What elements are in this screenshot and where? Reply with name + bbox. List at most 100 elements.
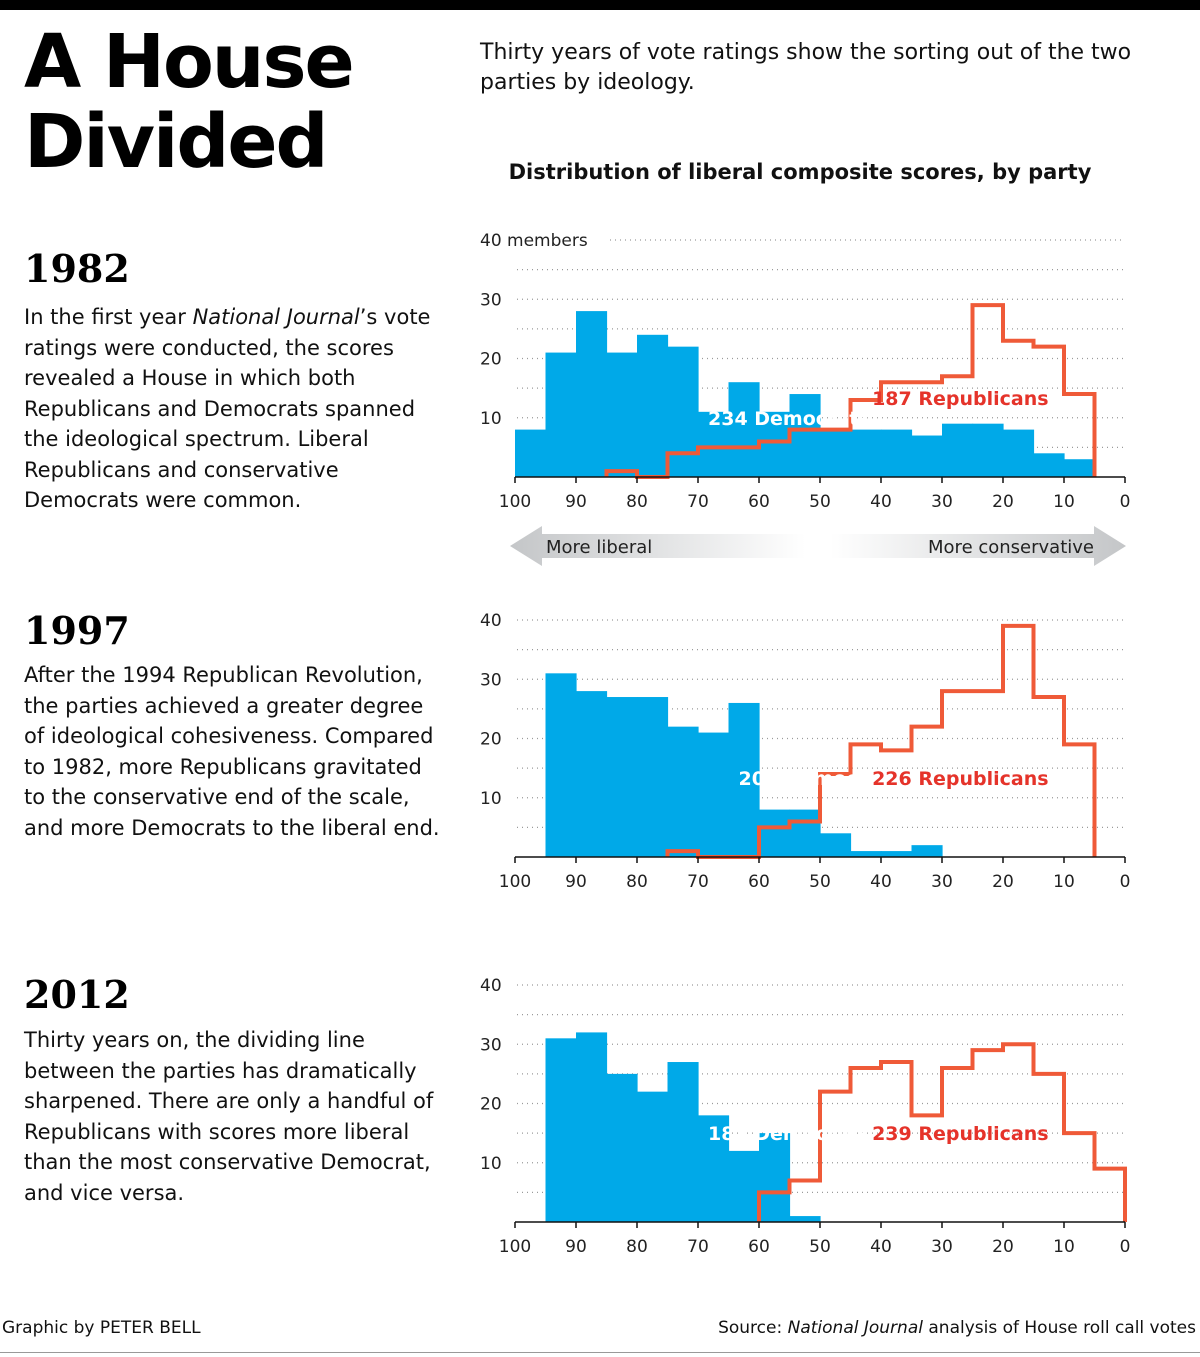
subtitle: Thirty years of vote ratings show the so… — [480, 40, 1132, 95]
democrats-bar — [606, 697, 638, 857]
democrats-bar — [606, 352, 638, 477]
source-note: Source: National Journal analysis of Hou… — [718, 1318, 1196, 1338]
x-axis: 100 90 80 70 60 50 40 30 20 10 0 — [499, 856, 1131, 892]
democrats-bar — [667, 1062, 699, 1222]
democrats-bar — [820, 833, 852, 857]
democrats-bar — [515, 429, 547, 477]
y-tick-label: 10 — [480, 409, 502, 429]
description-1982-post: ’s vote ratings were conducted, the scor… — [24, 305, 431, 512]
republicans-label: 226 Republicans — [872, 768, 1048, 790]
democrats-bar — [881, 851, 913, 857]
description-1982-italic: National Journal — [192, 305, 360, 329]
x-tick-label: 50 — [809, 872, 831, 892]
year-label-2012: 2012 — [24, 972, 130, 1017]
description-1997: After the 1994 Republican Revolution, th… — [24, 660, 444, 843]
x-tick-label: 10 — [1053, 1237, 1075, 1257]
democrats-label: 234 Democrats — [708, 408, 870, 430]
x-tick-label: 90 — [565, 492, 587, 512]
x-tick-label: 70 — [687, 872, 709, 892]
democrats-bar — [789, 809, 821, 857]
democrats-bar — [667, 346, 699, 477]
democrats-bar — [789, 1216, 821, 1222]
arrow-shape — [510, 526, 1126, 566]
x-tick-label: 0 — [1120, 872, 1131, 892]
democrats-bar — [759, 411, 791, 477]
y-tick-label: 10 — [480, 1154, 502, 1174]
democrats-bar — [545, 1038, 577, 1222]
source-italic: National Journal — [787, 1318, 923, 1338]
x-tick-label: 90 — [565, 1237, 587, 1257]
x-tick-label: 0 — [1120, 492, 1131, 512]
republicans-line — [604, 303, 1097, 479]
page-title: A House Divided — [24, 22, 355, 185]
year-label-1997: 1997 — [24, 608, 130, 653]
democrats-bar — [637, 334, 669, 477]
y-tick-label: 20 — [480, 1095, 502, 1115]
description-1982: In the first year National Journal’s vot… — [24, 302, 444, 516]
x-tick-label: 30 — [931, 492, 953, 512]
x-tick-label: 30 — [931, 872, 953, 892]
democrats-bar — [698, 411, 730, 477]
graphic-credit: Graphic by PETER BELL — [2, 1318, 201, 1338]
x-tick-label: 90 — [565, 872, 587, 892]
democrats-bar — [911, 845, 943, 857]
x-tick-label: 50 — [809, 1237, 831, 1257]
y-tick-label: 30 — [480, 1035, 502, 1055]
more-conservative-label: More conservative — [928, 537, 1094, 558]
republicans-label: 187 Republicans — [872, 388, 1048, 410]
chart-heading: Distribution of liberal composite scores… — [508, 160, 1092, 184]
democrats-series — [545, 673, 943, 857]
x-axis: 100 90 80 70 60 50 40 30 20 10 0 — [499, 476, 1131, 512]
democrats-bar — [850, 851, 882, 857]
x-tick-label: 40 — [870, 872, 892, 892]
description-2012-text: Thirty years on, the dividing line betwe… — [24, 1028, 434, 1205]
democrats-label: 183 Democrats — [708, 1123, 870, 1145]
y-tick-label: 20 — [480, 350, 502, 370]
source-pre: Source: — [718, 1318, 788, 1338]
x-tick-label: 100 — [499, 1237, 531, 1257]
x-tick-label: 60 — [748, 492, 770, 512]
democrats-bar — [576, 691, 608, 857]
x-axis: 100 90 80 70 60 50 40 30 20 10 0 — [499, 1221, 1130, 1257]
democrats-bar — [606, 1073, 638, 1222]
x-tick-label: 100 — [499, 492, 531, 512]
democrats-bar — [1033, 453, 1065, 477]
ideology-direction-arrow: More liberal More conservative — [510, 526, 1126, 566]
x-tick-label: 70 — [687, 1237, 709, 1257]
x-tick-label: 10 — [1053, 872, 1075, 892]
y-tick-label: 30 — [480, 670, 502, 690]
democrats-bar — [850, 429, 882, 477]
x-tick-label: 20 — [992, 1237, 1014, 1257]
description-1982-pre: In the first year — [24, 305, 193, 329]
republicans-series — [604, 303, 1097, 479]
democrats-bar — [728, 1150, 760, 1222]
x-tick-label: 40 — [870, 1237, 892, 1257]
democrats-bar — [545, 352, 577, 477]
x-tick-label: 20 — [992, 492, 1014, 512]
democrats-bar — [942, 423, 974, 477]
republicans-label: 239 Republicans — [872, 1123, 1048, 1145]
democrats-bar — [728, 382, 760, 477]
title-line-2: Divided — [24, 99, 329, 185]
democrats-label: 206 Democrats — [739, 768, 901, 790]
democrats-bar — [972, 423, 1004, 477]
democrats-bar — [789, 394, 821, 477]
democrats-bar — [698, 732, 730, 857]
x-tick-label: 80 — [626, 872, 648, 892]
republicans-series — [757, 1042, 1127, 1222]
x-tick-label: 80 — [626, 1237, 648, 1257]
democrats-bar — [759, 1133, 791, 1222]
x-tick-label: 20 — [992, 872, 1014, 892]
more-liberal-label: More liberal — [546, 537, 652, 558]
y-tick-label: 40 members — [480, 231, 588, 251]
democrats-bar — [881, 429, 913, 477]
y-tick-label: 30 — [480, 290, 502, 310]
democrats-bar — [576, 311, 608, 477]
democrats-bar — [667, 726, 699, 857]
democrats-bar — [1064, 459, 1096, 477]
democrats-series — [545, 1032, 821, 1222]
x-tick-label: 40 — [870, 492, 892, 512]
x-tick-label: 100 — [499, 872, 531, 892]
